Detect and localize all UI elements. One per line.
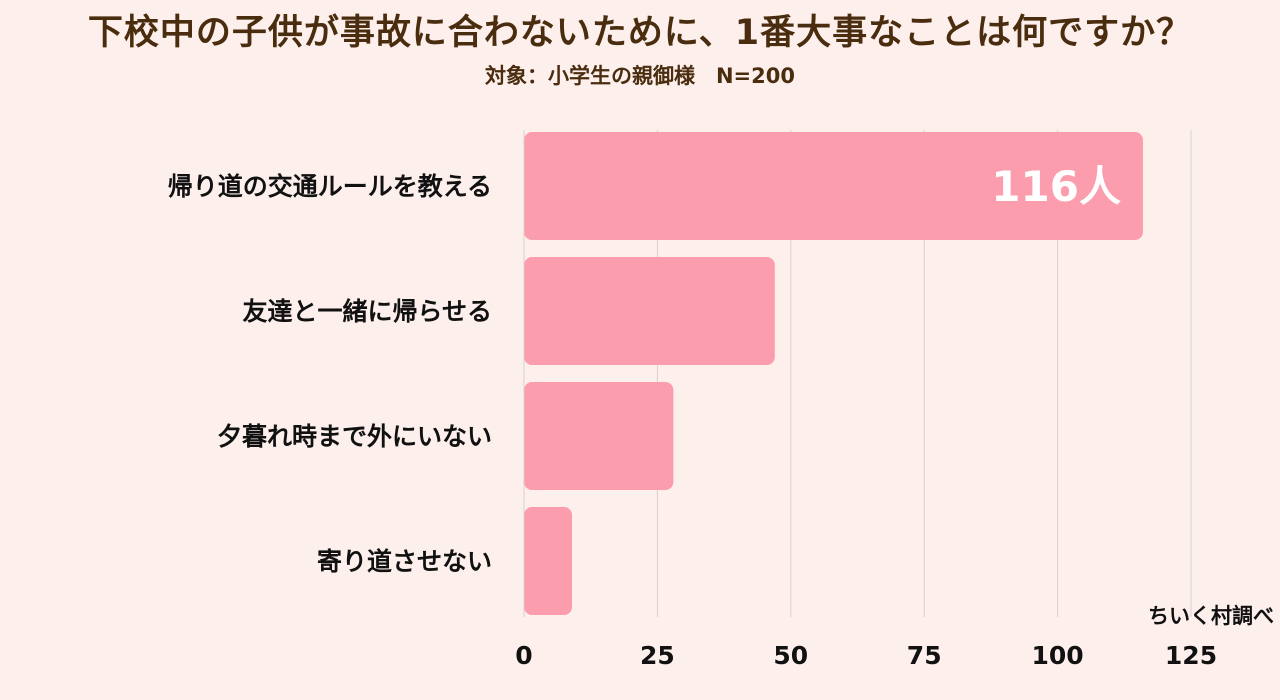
x-tick-label: 25 xyxy=(640,641,675,670)
bar xyxy=(524,507,573,615)
bar xyxy=(524,382,674,490)
x-tick-label: 75 xyxy=(907,641,942,670)
source-credit: ちいく村調べ xyxy=(1148,604,1274,628)
x-tick-label: 50 xyxy=(773,641,808,670)
chart-subtitle: 対象：小学生の親御様 N=200 xyxy=(484,64,795,88)
x-tick-label: 0 xyxy=(515,641,532,670)
data-label: 116人 xyxy=(991,162,1121,211)
x-tick-label: 100 xyxy=(1032,641,1084,670)
bar xyxy=(524,257,775,365)
x-tick-label: 125 xyxy=(1165,641,1217,670)
category-label: 夕暮れ時まで外にいない xyxy=(217,422,492,451)
category-label: 友達と一緒に帰らせる xyxy=(242,297,492,326)
category-label: 帰り道の交通ルールを教える xyxy=(168,172,492,201)
bar xyxy=(524,132,1143,240)
category-label: 寄り道させない xyxy=(317,547,492,576)
chart-title: 下校中の子供が事故に合わないために、1番大事なことは何ですか？ xyxy=(87,13,1193,53)
